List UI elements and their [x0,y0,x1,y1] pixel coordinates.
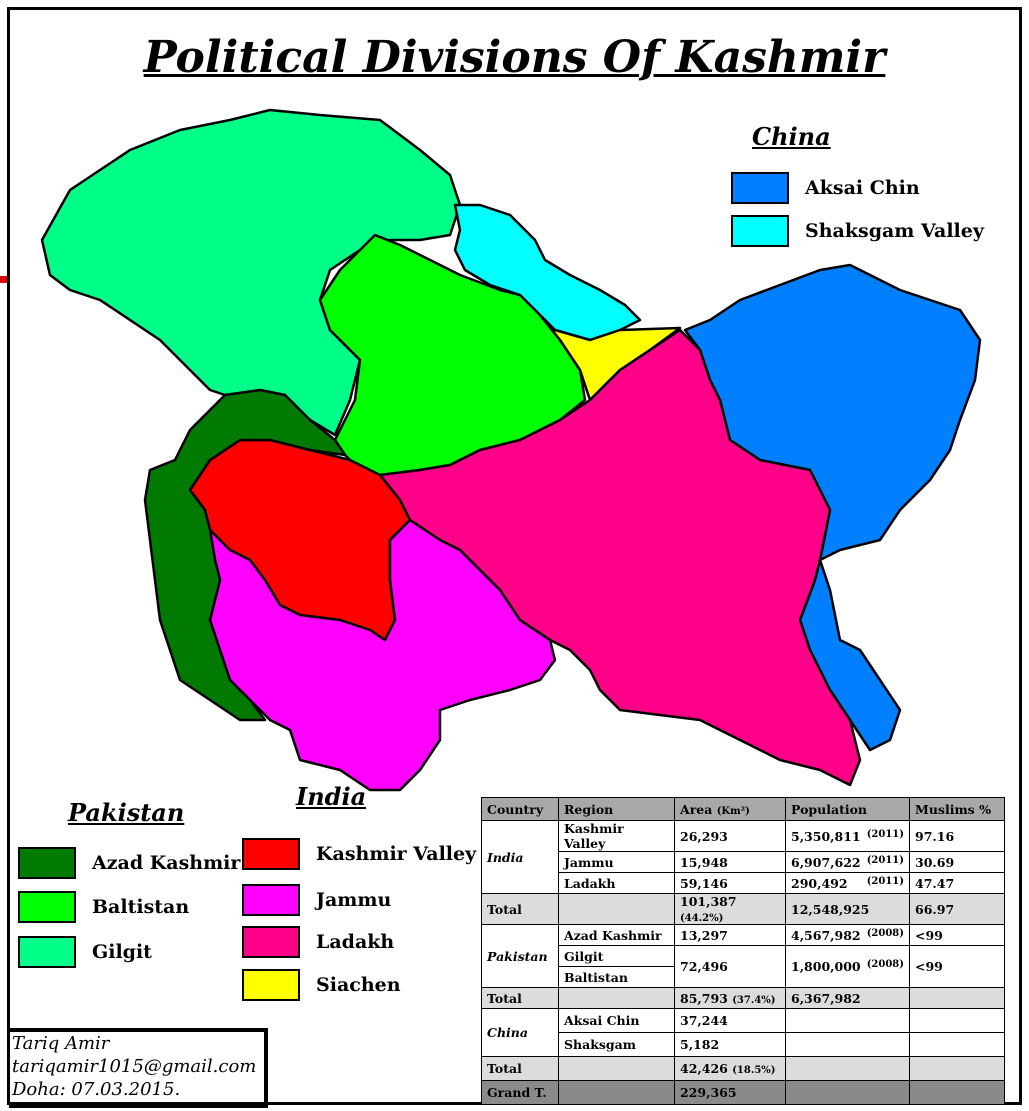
table-header: Country Region Area (Km²) Population Mus… [481,797,1005,821]
table-row: Ladakh 59,146 290,492 (2011) 47.47 [482,872,1005,894]
legend-item-shaksgam-valley: Shaksgam Valley [731,215,984,247]
legend-item-baltistan: Baltistan [18,891,189,923]
legend-item-gilgit: Gilgit [18,936,152,968]
legend-item-jammu: Jammu [242,884,391,916]
table-total-row: Total 42,426 (18.5%) [481,1056,1005,1081]
region-azad-kashmir [143,388,347,722]
place-date: Doha: 07.03.2015. [12,1079,181,1100]
region-gilgit [40,108,462,437]
table-row: China Aksai Chin 37,244 [481,1008,1005,1057]
legend-heading-india: India [296,782,367,811]
author-name: Tariq Amir [12,1033,110,1054]
swatch-ladakh [242,926,300,958]
swatch-baltistan [18,891,76,923]
table-total-row: Total 85,793 (37.4%) 6,367,982 [481,987,1005,1009]
legend-item-kashmir-valley: Kashmir Valley [242,838,476,870]
legend-item-siachen: Siachen [242,969,401,1001]
statistics-table: Country Region Area (Km²) Population Mus… [481,797,1005,1105]
swatch-jammu [242,884,300,916]
table-grand-total-row: Grand T. 229,365 [481,1080,1005,1105]
credit-box: Tariq Amir tariqamir1015@gmail.com Doha:… [9,1028,268,1108]
author-email: tariqamir1015@gmail.com [12,1056,257,1077]
table-total-row: Total 101,387 (44.2%) 12,548,925 66.97 [481,893,1005,925]
swatch-kashmir-valley [242,838,300,870]
table-row: Shaksgam 5,182 [482,1032,1005,1057]
legend-heading-china: China [752,122,831,151]
table-row: Gilgit 72,496 1,800,000 (2008) <99 [482,945,1005,988]
table-row: India Kashmir Valley 26,293 5,350,811 (20… [481,820,1005,894]
swatch-azad-kashmir [18,847,76,879]
legend-heading-pakistan: Pakistan [68,798,185,827]
legend-item-ladakh: Ladakh [242,926,394,958]
table-row: Pakistan Azad Kashmir 13,297 4,567,982 (2… [481,924,1005,988]
swatch-gilgit [18,936,76,968]
legend-item-aksai-chin: Aksai Chin [731,172,920,204]
region-jammu [208,518,557,792]
table-row: Baltistan [482,966,1005,988]
swatch-shaksgam-valley [731,215,789,247]
swatch-aksai-chin [731,172,789,204]
edge-marker [0,276,7,283]
legend-item-azad-kashmir: Azad Kashmir [18,847,240,879]
swatch-siachen [242,969,300,1001]
page-title: Political Divisions Of Kashmir [143,32,886,83]
table-row: Jammu 15,948 6,907,622 (2011) 30.69 [482,851,1005,873]
